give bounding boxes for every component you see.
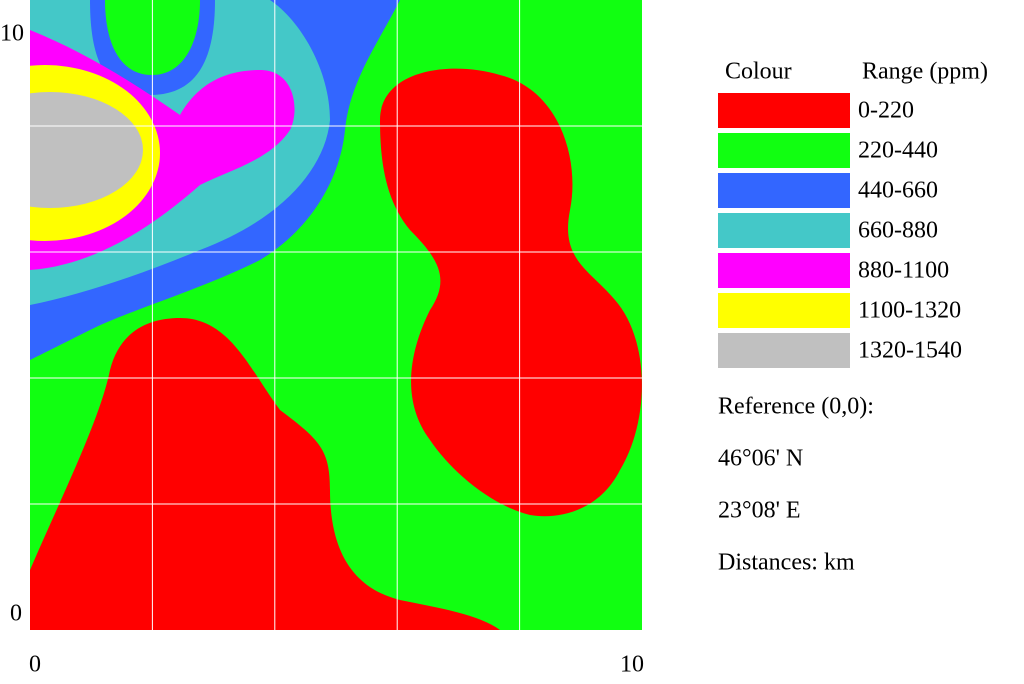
legend-swatch [718,213,850,248]
legend-range: 880-1100 [858,258,949,284]
legend-range: 440-660 [858,178,938,204]
legend-range: 660-880 [858,218,938,244]
legend-header: Range (ppm) [862,59,988,85]
reference-note: Reference (0,0): [718,394,874,420]
contour-region [380,68,642,517]
x-tick-label: 10 [620,652,644,678]
reference-note: 23°08' E [718,498,801,524]
legend-range: 0-220 [858,98,914,124]
legend-swatch [718,173,850,208]
y-tick-label: 0 [10,601,22,627]
legend-header: Colour [725,59,792,85]
contour-region [30,318,500,630]
grid [30,0,642,630]
contour-plot [30,0,642,630]
legend-swatch [718,253,850,288]
contour-region [30,92,143,208]
reference-note: 46°06' N [718,446,803,472]
legend-range: 1100-1320 [858,298,961,324]
legend-swatch [718,333,850,368]
legend-range: 220-440 [858,138,938,164]
legend-swatch [718,93,850,128]
x-tick-label: 0 [29,652,41,678]
legend-swatch [718,133,850,168]
y-tick-label: 10 [0,21,24,47]
legend-swatch [718,293,850,328]
reference-note: Distances: km [718,550,855,576]
legend-range: 1320-1540 [858,338,962,364]
